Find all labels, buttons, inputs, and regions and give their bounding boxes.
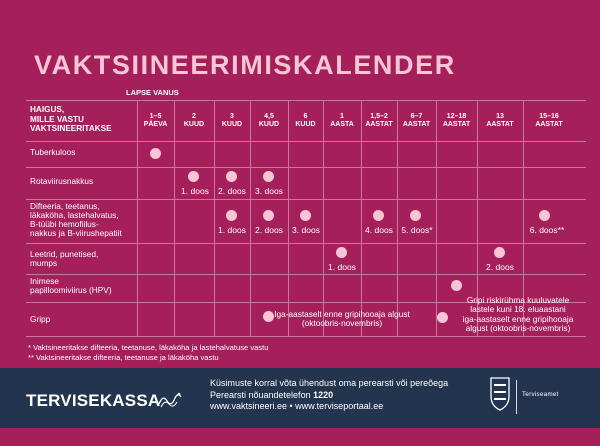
- dose-dot: [226, 171, 237, 182]
- disease-column-header: HAIGUS, MILLE VASTU VAKTSINEERITAKSE: [30, 105, 112, 134]
- age-header: 6 KUUD: [288, 101, 323, 141]
- age-header: 13 AASTAT: [477, 101, 523, 141]
- grid-line: [26, 336, 586, 337]
- dose-dot: [300, 210, 311, 221]
- footer-separator: [516, 380, 517, 414]
- disease-name-difteeria: Difteeria, teetanus, läkaköha, lastehalv…: [30, 202, 122, 238]
- grid-line: [26, 243, 586, 244]
- dose-label: 2. doos: [486, 262, 514, 272]
- page-title: VAKTSIINEERIMISKALENDER: [34, 50, 456, 81]
- gripp-note-left: Iga-aastaselt enne gripihooaja algust (o…: [272, 310, 412, 329]
- dose-label: 2. doos: [218, 186, 246, 196]
- dose-dot: [437, 312, 448, 323]
- age-header: 4,5 KUUD: [250, 101, 288, 141]
- dose-dot: [188, 171, 199, 182]
- dose-dot: [373, 210, 384, 221]
- dose-label: 1. doos: [181, 186, 209, 196]
- dose-dot: [539, 210, 550, 221]
- disease-name-tuberkuloos: Tuberkuloos: [30, 148, 75, 157]
- dose-dot: [336, 247, 347, 258]
- footer-bottom-strip: [0, 428, 600, 446]
- dose-dot: [263, 210, 274, 221]
- age-header: 1,5–2 AASTAT: [361, 101, 397, 141]
- disease-name-leetrid: Leetrid, punetised, mumps: [30, 250, 98, 269]
- dose-label: 1. doos: [328, 262, 356, 272]
- terviseamet-logo: Terviseamet: [522, 391, 559, 398]
- dose-label: 3. doos: [292, 225, 320, 235]
- grid-line: [26, 274, 586, 275]
- grid-line: [26, 141, 586, 142]
- gripp-note-right: Gripi riskirühma kuuluvatele lastele kun…: [452, 296, 584, 333]
- grid-line: [26, 199, 586, 200]
- tervisekassa-wave-icon: [157, 388, 183, 415]
- phone-number: 1220: [313, 390, 333, 400]
- tervisekassa-logo: TERVISEKASSA: [26, 391, 160, 411]
- age-header: 1 AASTA: [323, 101, 361, 141]
- dose-label: 3. doos: [255, 186, 283, 196]
- website-links[interactable]: www.vaktsineeri.ee • www.terviseportaal.…: [210, 401, 448, 413]
- age-header: 6–7 AASTAT: [397, 101, 436, 141]
- age-header: 2 KUUD: [174, 101, 214, 141]
- age-header: 15–16 AASTAT: [523, 101, 575, 141]
- age-header: 1–5 PÄEVA: [137, 101, 174, 141]
- estonian-lions-crest-icon: [489, 376, 511, 417]
- dose-dot: [263, 171, 274, 182]
- footnote: * Vaktsineeritakse difteeria, teetanuse,…: [28, 343, 268, 352]
- disease-name-gripp: Gripp: [30, 315, 50, 324]
- dose-label: 1. doos: [218, 225, 246, 235]
- dose-dot: [226, 210, 237, 221]
- dose-dot: [451, 280, 462, 291]
- footnote: ** Vaktsineeritakse difteeria, teetanuse…: [28, 353, 219, 362]
- dose-dot: [150, 148, 161, 159]
- disease-name-hpv: Inimese papilloomiviirus (HPV): [30, 277, 112, 296]
- dose-dot: [494, 247, 505, 258]
- dose-label: 5. doos*: [401, 225, 432, 235]
- contact-info: Küsimuste korral võta ühendust oma perea…: [210, 378, 448, 413]
- dose-label: 6. doos**: [530, 225, 565, 235]
- age-label: LAPSE VANUS: [126, 88, 179, 97]
- grid-line: [26, 167, 586, 168]
- age-header: 12–18 AASTAT: [436, 101, 477, 141]
- dose-label: 4. doos: [365, 225, 393, 235]
- dose-dot: [410, 210, 421, 221]
- disease-name-rotaviirus: Rotaviirusnakkus: [30, 177, 93, 186]
- age-header: 3 KUUD: [214, 101, 250, 141]
- dose-label: 2. doos: [255, 225, 283, 235]
